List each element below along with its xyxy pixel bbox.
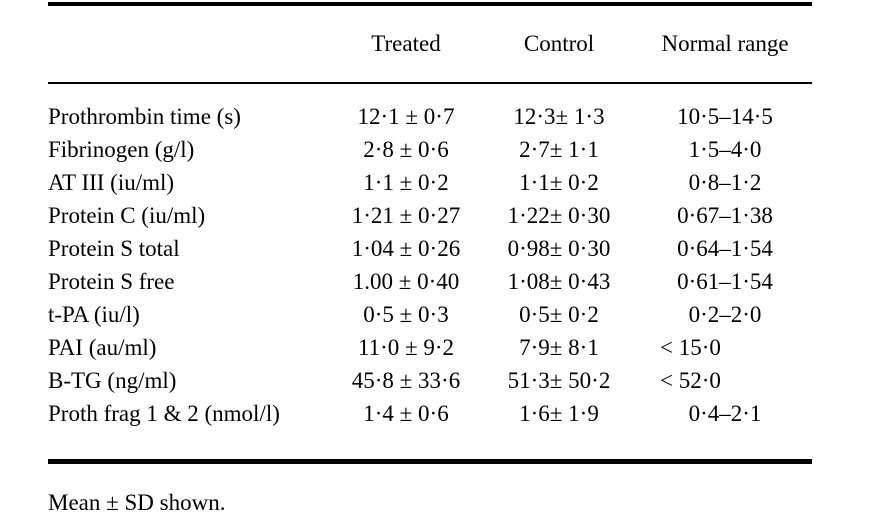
treated-value: 1·21 ± 0·27 bbox=[351, 203, 461, 228]
row-label: PAI (au/ml) bbox=[48, 335, 157, 360]
normal-range-value: 1·5–4·0 bbox=[688, 137, 762, 162]
row-label: B-TG (ng/ml) bbox=[48, 368, 177, 393]
normal-range-value: 0·4–2·1 bbox=[688, 401, 762, 426]
normal-range-value: 0·64–1·54 bbox=[677, 236, 773, 261]
table-row: Protein C (iu/ml) 1·21 ± 0·27 1·22± 0·30… bbox=[48, 199, 812, 232]
header-control: Control bbox=[523, 31, 595, 56]
table-bottom-rule bbox=[48, 459, 812, 464]
results-table: Treated Control Normal range Prothrombin… bbox=[48, 2, 812, 516]
normal-range-value: 10·5–14·5 bbox=[677, 104, 773, 129]
treated-value: 11·0 ± 9·2 bbox=[357, 335, 455, 360]
treated-value: 12·1 ± 0·7 bbox=[357, 104, 455, 129]
table-row: Fibrinogen (g/l) 2·8 ± 0·6 2·7± 1·1 1·5–… bbox=[48, 133, 812, 166]
header-normal-range: Normal range bbox=[661, 31, 789, 56]
table-body: Prothrombin time (s) 12·1 ± 0·7 12·3± 1·… bbox=[48, 84, 812, 430]
normal-range-value: < 52·0 bbox=[660, 368, 721, 393]
treated-value: 45·8 ± 33·6 bbox=[351, 368, 461, 393]
table-row: Proth frag 1 & 2 (nmol/l) 1·4 ± 0·6 1·6±… bbox=[48, 397, 812, 430]
normal-range-value: 0·2–2·0 bbox=[688, 302, 762, 327]
table-footnote: Mean ± SD shown. bbox=[48, 490, 226, 515]
table-row: B-TG (ng/ml) 45·8 ± 33·6 51·3± 50·2 < 52… bbox=[48, 364, 812, 397]
control-value: 51·3± 50·2 bbox=[507, 368, 611, 393]
table-row: Prothrombin time (s) 12·1 ± 0·7 12·3± 1·… bbox=[48, 100, 812, 133]
treated-value: 2·8 ± 0·6 bbox=[363, 137, 449, 162]
row-label: t-PA (iu/l) bbox=[48, 302, 140, 327]
row-label: Protein C (iu/ml) bbox=[48, 203, 206, 228]
control-value: 0·98± 0·30 bbox=[507, 236, 611, 261]
normal-range-value: 0·61–1·54 bbox=[677, 269, 773, 294]
table-row: Protein S total 1·04 ± 0·26 0·98± 0·30 0… bbox=[48, 232, 812, 265]
control-value: 12·3± 1·3 bbox=[513, 104, 605, 129]
table-header-rule bbox=[48, 82, 812, 84]
treated-value: 1·4 ± 0·6 bbox=[363, 401, 449, 426]
control-value: 0·5± 0·2 bbox=[519, 302, 599, 327]
table-row: AT III (iu/ml) 1·1 ± 0·2 1·1± 0·2 0·8–1·… bbox=[48, 166, 812, 199]
control-value: 2·7± 1·1 bbox=[519, 137, 599, 162]
normal-range-value: 0·67–1·38 bbox=[677, 203, 773, 228]
table-row: PAI (au/ml) 11·0 ± 9·2 7·9± 8·1 < 15·0 bbox=[48, 331, 812, 364]
control-value: 1·22± 0·30 bbox=[507, 203, 611, 228]
treated-value: 1.00 ± 0·40 bbox=[352, 269, 460, 294]
table-row: t-PA (iu/l) 0·5 ± 0·3 0·5± 0·2 0·2–2·0 bbox=[48, 298, 812, 331]
row-label: Protein S free bbox=[48, 269, 175, 294]
treated-value: 0·5 ± 0·3 bbox=[363, 302, 449, 327]
normal-range-value: 0·8–1·2 bbox=[688, 170, 762, 195]
control-value: 1·1± 0·2 bbox=[519, 170, 599, 195]
normal-range-value: < 15·0 bbox=[660, 335, 721, 360]
row-label: AT III (iu/ml) bbox=[48, 170, 175, 195]
row-label: Fibrinogen (g/l) bbox=[48, 137, 195, 162]
row-label: Prothrombin time (s) bbox=[48, 104, 241, 129]
control-value: 7·9± 8·1 bbox=[519, 335, 599, 360]
treated-value: 1·1 ± 0·2 bbox=[363, 170, 449, 195]
row-label: Protein S total bbox=[48, 236, 180, 261]
table-top-rule bbox=[48, 2, 812, 6]
row-label: Proth frag 1 & 2 (nmol/l) bbox=[48, 401, 280, 426]
table-row: Protein S free 1.00 ± 0·40 1·08± 0·43 0·… bbox=[48, 265, 812, 298]
control-value: 1·08± 0·43 bbox=[507, 269, 611, 294]
header-treated: Treated bbox=[371, 31, 441, 56]
table-header-row: Treated Control Normal range bbox=[48, 6, 812, 82]
control-value: 1·6± 1·9 bbox=[519, 401, 599, 426]
treated-value: 1·04 ± 0·26 bbox=[351, 236, 461, 261]
